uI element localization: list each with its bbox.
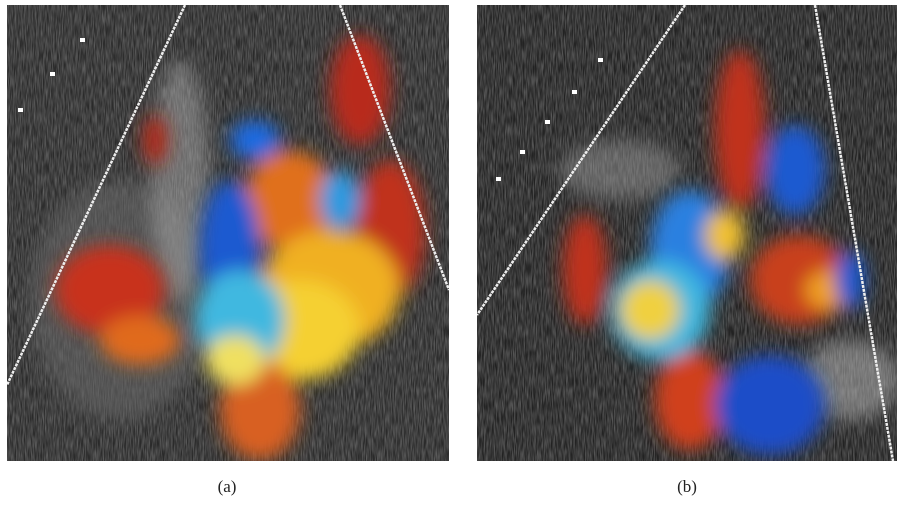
panel-label: (a) xyxy=(218,477,237,496)
ultrasound-image-b xyxy=(477,5,897,461)
panel-label: (b) xyxy=(677,477,697,496)
ultrasound-image-a xyxy=(7,5,449,461)
